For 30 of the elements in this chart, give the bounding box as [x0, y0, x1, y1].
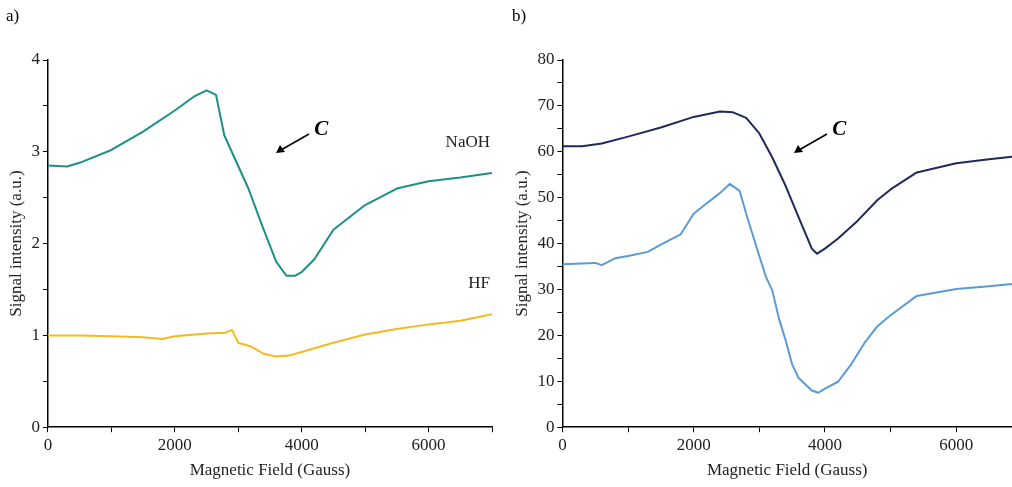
x-tick-label: 2000 — [157, 434, 192, 454]
x-tick-label: 6000 — [411, 434, 446, 454]
y-tick-label: 1 — [31, 324, 40, 344]
y-tick-label: 0 — [31, 416, 40, 436]
x-tick-label: 2000 — [676, 434, 711, 454]
series-label: NaOH — [445, 131, 490, 151]
series-label: HF — [468, 273, 490, 293]
x-tick-label: 6000 — [939, 434, 974, 454]
x-axis-title: Magnetic Field (Gauss) — [189, 460, 351, 480]
annotation: C — [314, 116, 330, 141]
y-tick-label: 70 — [537, 95, 555, 115]
x-tick-label: 4000 — [807, 434, 842, 454]
y-tick-label: 3 — [31, 141, 40, 161]
y-tick-label: 20 — [537, 324, 555, 344]
chart-title: a) — [6, 6, 20, 26]
y-tick-label: 2 — [31, 233, 40, 253]
x-axis-title: Magnetic Field (Gauss) — [706, 460, 868, 480]
annotation: C — [832, 116, 848, 141]
y-tick-label: 50 — [537, 187, 555, 207]
y-tick-label: 0 — [545, 416, 555, 436]
y-tick-label: 40 — [537, 233, 555, 253]
x-tick-label: 4000 — [284, 434, 319, 454]
y-tick-label: 60 — [537, 141, 555, 161]
y-axis-title: Signal intensity (a.u.) — [511, 170, 531, 317]
y-tick-label: 80 — [537, 49, 555, 69]
y-tick-label: 10 — [537, 370, 555, 390]
y-axis-title: Signal intensity (a.u.) — [5, 170, 25, 317]
chart-title: b) — [512, 6, 527, 26]
y-tick-label: 30 — [537, 278, 555, 298]
y-tick-label: 4 — [31, 49, 41, 69]
